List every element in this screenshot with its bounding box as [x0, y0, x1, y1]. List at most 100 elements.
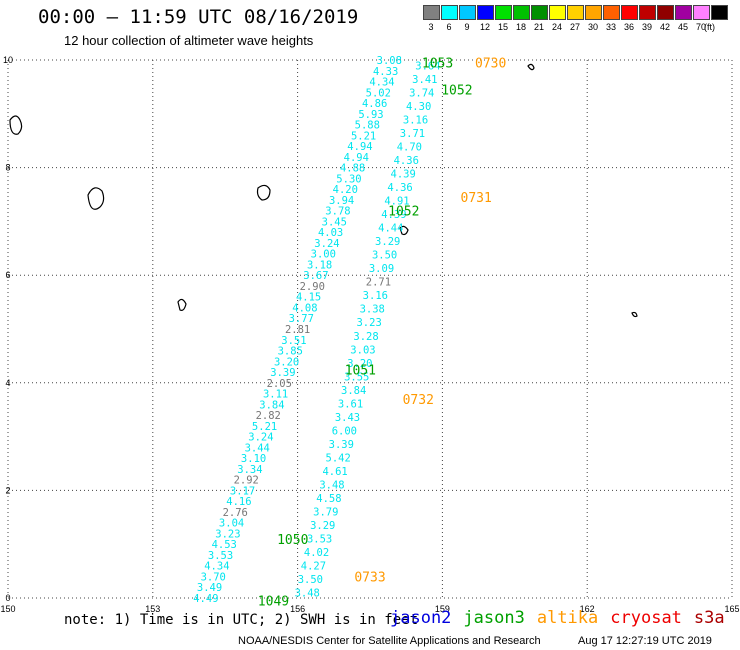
- wave-height-value: 4.33: [373, 66, 398, 78]
- wave-height-value: 3.29: [310, 520, 335, 532]
- timestamp-text: Aug 17 12:27:19 UTC 2019: [578, 635, 712, 647]
- wave-height-value: 3.20: [347, 358, 372, 370]
- wave-height-value: 3.50: [298, 574, 323, 586]
- pass-time-label: 1052: [388, 205, 419, 220]
- wave-height-value: 3.49: [197, 582, 222, 594]
- wave-height-value: 3.79: [313, 507, 338, 519]
- island-outline: [87, 187, 105, 210]
- wave-height-value: 4.86: [362, 98, 387, 110]
- pass-time-label: 1051: [345, 363, 376, 378]
- wave-height-value: 5.02: [366, 87, 391, 99]
- wave-height-value: 2.05: [267, 378, 292, 390]
- color-swatch: 30: [584, 5, 602, 32]
- color-swatch: 15: [494, 5, 512, 32]
- wave-height-value: 3.11: [263, 389, 288, 401]
- wave-height-value: 3.23: [356, 317, 381, 329]
- pass-time-label: 1053: [422, 57, 453, 72]
- wave-height-value: 5.42: [326, 452, 351, 464]
- pass-time-label: 0731: [461, 191, 492, 206]
- x-tick-label: 153: [145, 604, 160, 614]
- wave-height-value: 4.58: [316, 493, 341, 505]
- wave-height-value: 5.21: [252, 421, 277, 433]
- color-swatch: 45: [674, 5, 692, 32]
- wave-height-value: 3.24: [248, 432, 273, 444]
- wave-height-value: 4.88: [340, 163, 365, 175]
- island-outline: [527, 63, 535, 71]
- wave-height-value: 5.93: [358, 109, 383, 121]
- wave-height-value: 3.84: [341, 385, 366, 397]
- wave-height-value: 3.53: [307, 534, 332, 546]
- wave-height-value: 3.77: [289, 313, 314, 325]
- wave-height-value: 4.70: [397, 141, 422, 153]
- wave-height-value: 3.18: [307, 259, 332, 271]
- wave-height-value: 3.03: [350, 344, 375, 356]
- axis-tick-labels: 150 153 156 159 162 165 0 2 4 6 8 10: [0, 55, 739, 614]
- wave-height-value: 3.23: [215, 528, 240, 540]
- wave-height-value: 3.41: [412, 74, 437, 86]
- wave-height-value: 3.09: [369, 263, 394, 275]
- island-outlines: [9, 63, 638, 318]
- wave-height-value: 4.39: [391, 169, 416, 181]
- pass-time-label: 0730: [475, 57, 506, 72]
- wave-height-value: 4.39: [381, 209, 406, 221]
- wave-height-value: 3.55: [344, 371, 369, 383]
- legend-entry-jason3: jason3: [463, 608, 525, 628]
- altimeter-tracks: 4.493.493.704.343.534.533.233.042.764.16…: [193, 55, 440, 605]
- wave-height-value: 4.94: [347, 141, 372, 153]
- color-swatch: 12: [476, 5, 494, 32]
- wave-height-value: 2.76: [223, 507, 248, 519]
- y-tick-label: 10: [3, 55, 13, 65]
- x-tick-label: 162: [580, 604, 595, 614]
- color-swatch: 42: [656, 5, 674, 32]
- wave-height-value: 3.53: [208, 550, 233, 562]
- wave-height-value: 3.44: [245, 442, 270, 454]
- wave-height-value: 3.84: [259, 399, 284, 411]
- pass-time-labels: 1049 1050 1051 1052 1052 1053 0733 0732 0731 0730: [258, 57, 507, 610]
- pass-time-label: 0732: [403, 393, 434, 408]
- x-tick-label: 150: [0, 604, 15, 614]
- wave-height-value: 4.34: [204, 561, 229, 573]
- color-scale: 3 6 9 12 15 18 21 24 27 30 33 36 39 42 45 70: [422, 5, 728, 32]
- wave-height-value: 4.44: [378, 223, 403, 235]
- wave-height-value: 4.15: [296, 292, 321, 304]
- island-outline: [9, 115, 23, 135]
- grid-lines: [7, 59, 733, 599]
- pass-time-label: 0733: [354, 570, 385, 585]
- color-swatch: 24: [548, 5, 566, 32]
- wave-height-value: 3.39: [329, 439, 354, 451]
- wave-height-value: 3.70: [201, 571, 226, 583]
- wave-height-value: 3.04: [219, 518, 244, 530]
- wave-height-value: 3.48: [295, 588, 320, 600]
- wave-height-value: 3.17: [230, 485, 255, 497]
- wave-height-value: 3.00: [311, 249, 336, 261]
- color-scale-unit: (ft): [704, 22, 715, 32]
- wave-height-value: 2.82: [256, 410, 281, 422]
- wave-height-value: 3.74: [409, 87, 434, 99]
- wave-height-value: 4.53: [212, 539, 237, 551]
- x-tick-label: 165: [724, 604, 739, 614]
- legend-entry-cryosat: cryosat: [610, 608, 682, 628]
- wave-height-value: 3.94: [329, 195, 354, 207]
- color-swatch: 27: [566, 5, 584, 32]
- color-swatch: 39: [638, 5, 656, 32]
- color-swatch: 70: [692, 5, 710, 32]
- wave-height-value: 2.92: [234, 475, 259, 487]
- wave-height-value: 3.34: [237, 464, 262, 476]
- wave-height-value: 3.16: [403, 114, 428, 126]
- satellite-legend: jason2 jason3 altika cryosat s3a: [390, 608, 737, 628]
- wave-height-value: 3.78: [325, 206, 350, 218]
- note-text: note: 1) Time is in UTC; 2) SWH is in fe…: [64, 612, 419, 628]
- legend-entry-s3a: s3a: [693, 608, 725, 628]
- wave-height-value: 4.91: [384, 196, 409, 208]
- wave-height-value: 3.10: [241, 453, 266, 465]
- wave-height-value: 3.43: [335, 412, 360, 424]
- wave-height-value: 3.64: [415, 60, 440, 72]
- y-tick-label: 0: [5, 593, 10, 603]
- x-tick-label: 159: [435, 604, 450, 614]
- wave-height-value: 4.36: [387, 182, 412, 194]
- wave-height-value: 4.08: [292, 302, 317, 314]
- color-swatch: 36: [620, 5, 638, 32]
- wave-height-value: 3.50: [372, 250, 397, 262]
- wave-height-value: 3.48: [319, 479, 344, 491]
